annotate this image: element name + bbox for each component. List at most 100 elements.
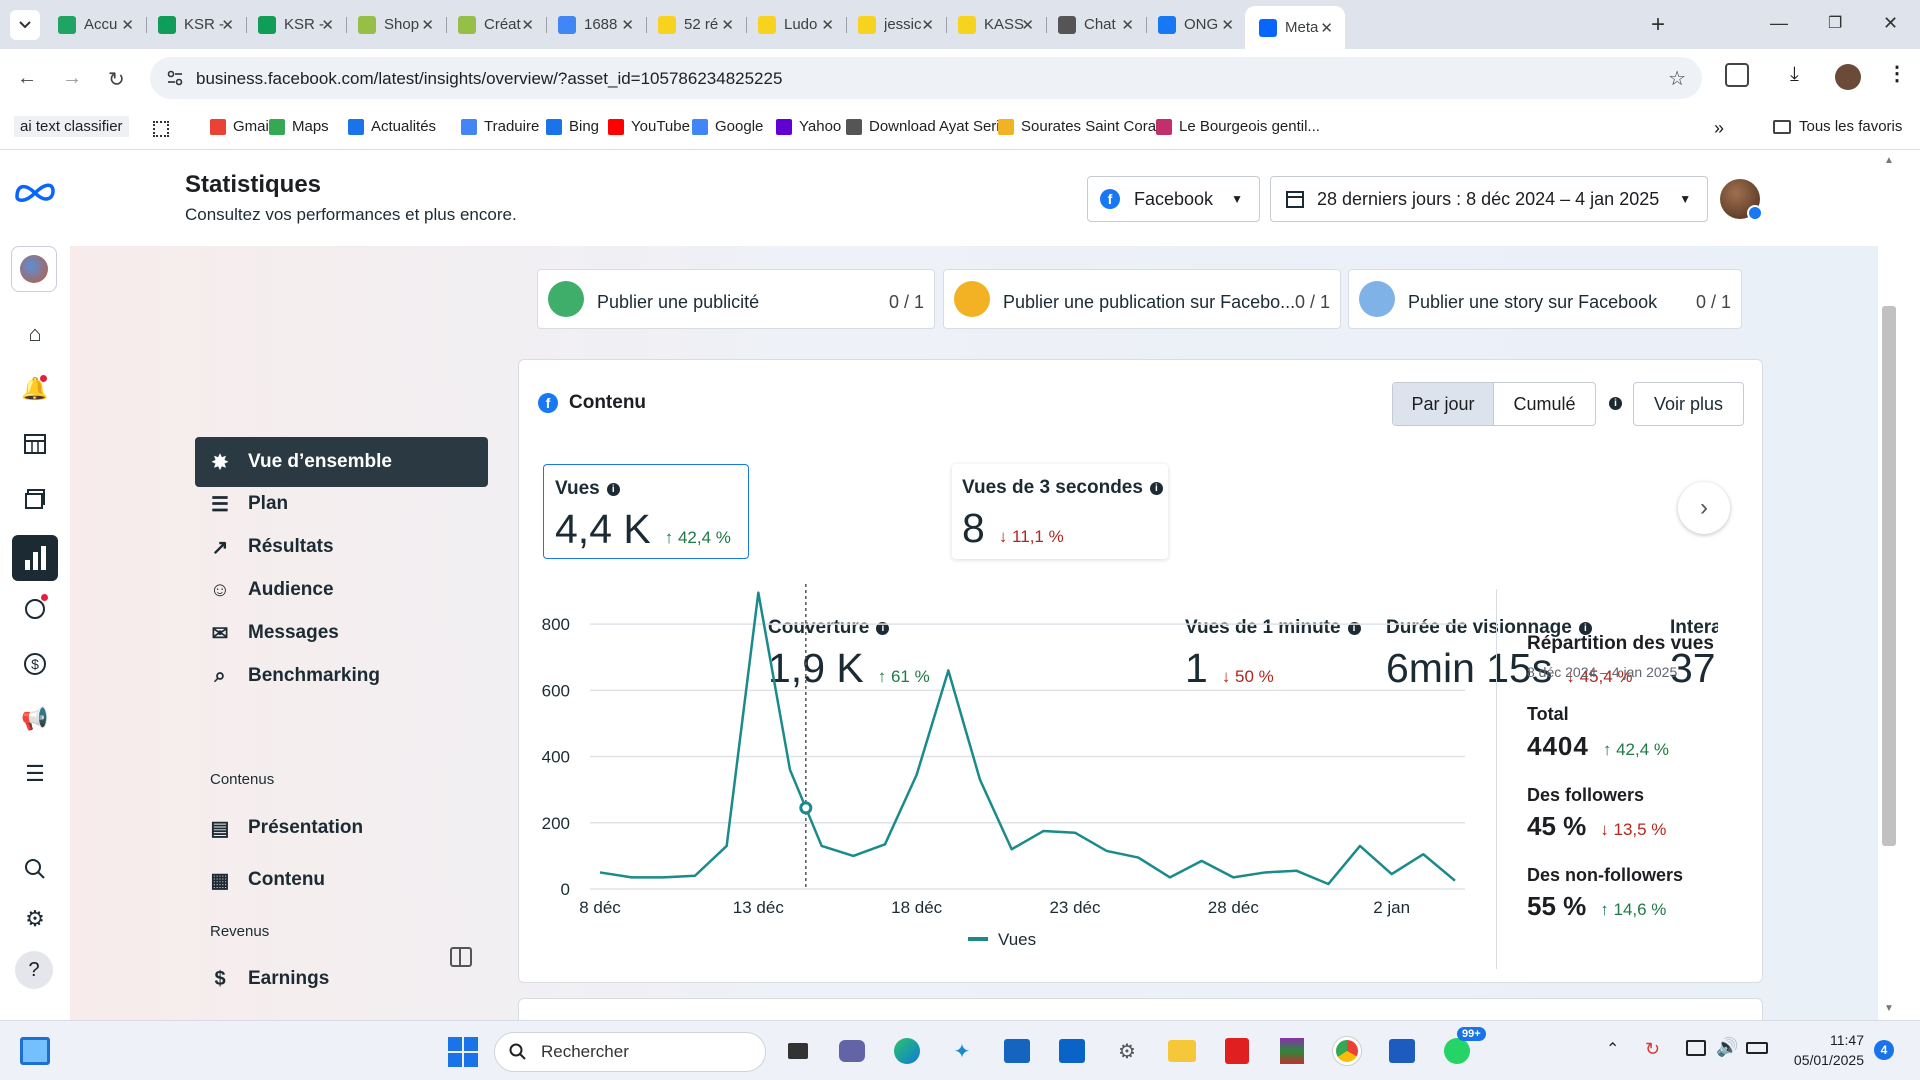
ads-icon[interactable]: 📢 [21,706,49,731]
platform-selector[interactable]: f Facebook ▼ [1087,176,1260,222]
content-library-icon[interactable] [17,481,53,517]
browser-tab[interactable]: Ludo ✕ [750,8,842,41]
nav-item[interactable]: ↗ Résultats [195,522,488,572]
metric-tile[interactable]: Interact 37 [1670,617,1718,692]
bookmark-item[interactable]: Sourates Saint Cora... [998,118,1169,135]
minimize-button[interactable]: — [1770,13,1788,33]
page-scrollbar[interactable]: ▲ ▼ [1878,151,1920,1020]
goal-card[interactable]: Publier une story sur Facebook 0 / 1 [1348,269,1742,329]
close-tab-icon[interactable]: ✕ [1021,16,1034,34]
bookmark-item[interactable]: Traduire [461,118,539,135]
goal-card[interactable]: Publier une publication sur Facebo... 0 /… [943,269,1341,329]
see-more-button[interactable]: Voir plus [1633,382,1744,426]
browser-tab[interactable]: Chat ✕ [1050,8,1142,41]
clock-time[interactable]: 11:47 [1830,1032,1864,1048]
taskbar-search[interactable]: Rechercher [494,1032,766,1072]
winrar-icon[interactable] [1276,1035,1308,1067]
bookmark-item[interactable]: Gmail [210,118,272,135]
page-avatar[interactable] [11,246,57,292]
chrome-icon[interactable] [1331,1035,1363,1067]
notification-count[interactable]: 4 [1874,1040,1894,1060]
close-tab-icon[interactable]: ✕ [1221,16,1234,34]
word-icon[interactable] [1386,1035,1418,1067]
nav-item[interactable]: ✸ Vue d’ensemble [195,437,488,487]
close-tab-icon[interactable]: ✕ [421,16,434,34]
close-tab-icon[interactable]: ✕ [721,16,734,34]
widgets-icon[interactable] [20,1037,50,1065]
metric-tile[interactable]: Couverture i 1,9 K ↑ 61 % [768,617,930,692]
bookmark-item[interactable]: YouTube [608,118,690,135]
nav-item[interactable]: $ Earnings [195,954,488,1004]
meta-logo-icon[interactable] [13,179,57,203]
browser-tab[interactable]: Meta ✕ [1245,6,1345,49]
bookmark-item[interactable]: Yahoo [776,118,841,135]
close-tab-icon[interactable]: ✕ [521,16,534,34]
nav-item[interactable]: ☺ Audience [195,565,488,615]
back-icon[interactable]: ← [17,67,37,89]
home-icon[interactable]: ⌂ [28,321,42,346]
restore-button[interactable]: ❐ [1828,15,1843,32]
toggle-daily[interactable]: Par jour [1393,383,1494,425]
inbox-icon[interactable] [17,591,53,627]
toggle-cumulative[interactable]: Cumulé [1513,393,1576,414]
apps-grid-icon[interactable] [153,121,169,137]
tab-search-button[interactable] [10,10,40,40]
notifications-icon[interactable]: 🔔 [21,375,49,401]
next-metrics-button[interactable]: › [1678,482,1730,534]
bookmark-item[interactable]: Download Ayat Seri... [846,118,1012,135]
info-icon[interactable]: i [1578,621,1592,635]
browser-tab[interactable]: 52 ré ✕ [650,8,742,41]
network-icon[interactable] [1686,1040,1706,1056]
battery-icon[interactable] [1746,1042,1768,1054]
browser-tab[interactable]: jessic ✕ [850,8,942,41]
close-window-button[interactable]: ✕ [1883,13,1899,33]
browser-tab[interactable]: KASS ✕ [950,8,1042,41]
file-explorer-icon[interactable] [1166,1035,1198,1067]
info-icon[interactable]: i [1609,397,1622,410]
store-icon[interactable] [1001,1035,1033,1067]
browser-tab[interactable]: KSR - ✕ [250,8,342,41]
nav-item[interactable]: ✉ Messages [195,608,488,658]
help-icon[interactable]: ? [15,951,53,989]
browser-tab[interactable]: KSR - ✕ [150,8,242,41]
bookmark-item[interactable]: Bing [546,118,599,135]
close-tab-icon[interactable]: ✕ [1121,16,1134,34]
browser-tab[interactable]: ONG ✕ [1150,8,1242,41]
outlook-icon[interactable] [1056,1035,1088,1067]
metric-tile[interactable]: Vues de 1 minute i 1 ↓ 50 % [1185,617,1361,692]
task-view-icon[interactable] [782,1035,814,1067]
close-tab-icon[interactable]: ✕ [121,16,134,34]
all-bookmarks[interactable]: Tous les favoris [1773,118,1902,135]
monetization-icon[interactable]: $ [17,646,53,682]
bookmark-item[interactable]: Maps [269,118,329,135]
app-icon[interactable]: ✦ [953,1040,971,1063]
pdf-icon[interactable] [1221,1035,1253,1067]
start-button[interactable] [448,1037,478,1067]
close-tab-icon[interactable]: ✕ [921,16,934,34]
nav-item[interactable]: ⌕ Benchmarking [195,651,488,701]
browser-tab[interactable]: 1688 ✕ [550,8,642,41]
volume-icon[interactable]: 🔊 [1716,1037,1739,1057]
calendar-icon[interactable] [17,426,53,462]
new-tab-button[interactable]: + [1651,11,1666,38]
search-icon[interactable] [17,851,53,887]
tray-chevron-icon[interactable]: ⌃ [1606,1041,1620,1058]
browser-tab[interactable]: Accu ✕ [50,8,142,41]
bookmark-item[interactable]: Le Bourgeois gentil... [1156,118,1320,135]
goal-card[interactable]: Publier une publicité 0 / 1 [537,269,935,329]
forward-icon[interactable]: → [62,67,82,89]
teams-icon[interactable] [836,1035,868,1067]
info-icon[interactable]: i [606,482,620,496]
close-tab-icon[interactable]: ✕ [321,16,334,34]
close-tab-icon[interactable]: ✕ [821,16,834,34]
edge-icon[interactable] [891,1035,923,1067]
close-tab-icon[interactable]: ✕ [621,16,634,34]
menu-icon[interactable]: ⋮ [1887,63,1907,85]
metric-tile[interactable]: Vues de 3 secondes i 8 ↓ 11,1 % [952,464,1168,559]
whatsapp-icon[interactable]: 99+ [1441,1027,1486,1067]
nav-item[interactable]: ▤ Présentation [195,803,488,853]
browser-tab[interactable]: Shop ✕ [350,8,442,41]
reload-icon[interactable]: ↻ [108,69,125,91]
date-range-selector[interactable]: 28 derniers jours : 8 déc 2024 – 4 jan 2… [1270,176,1708,222]
metric-tile[interactable]: Durée de visionnage i 6min 15s ↓ 45,4 % [1386,617,1633,692]
